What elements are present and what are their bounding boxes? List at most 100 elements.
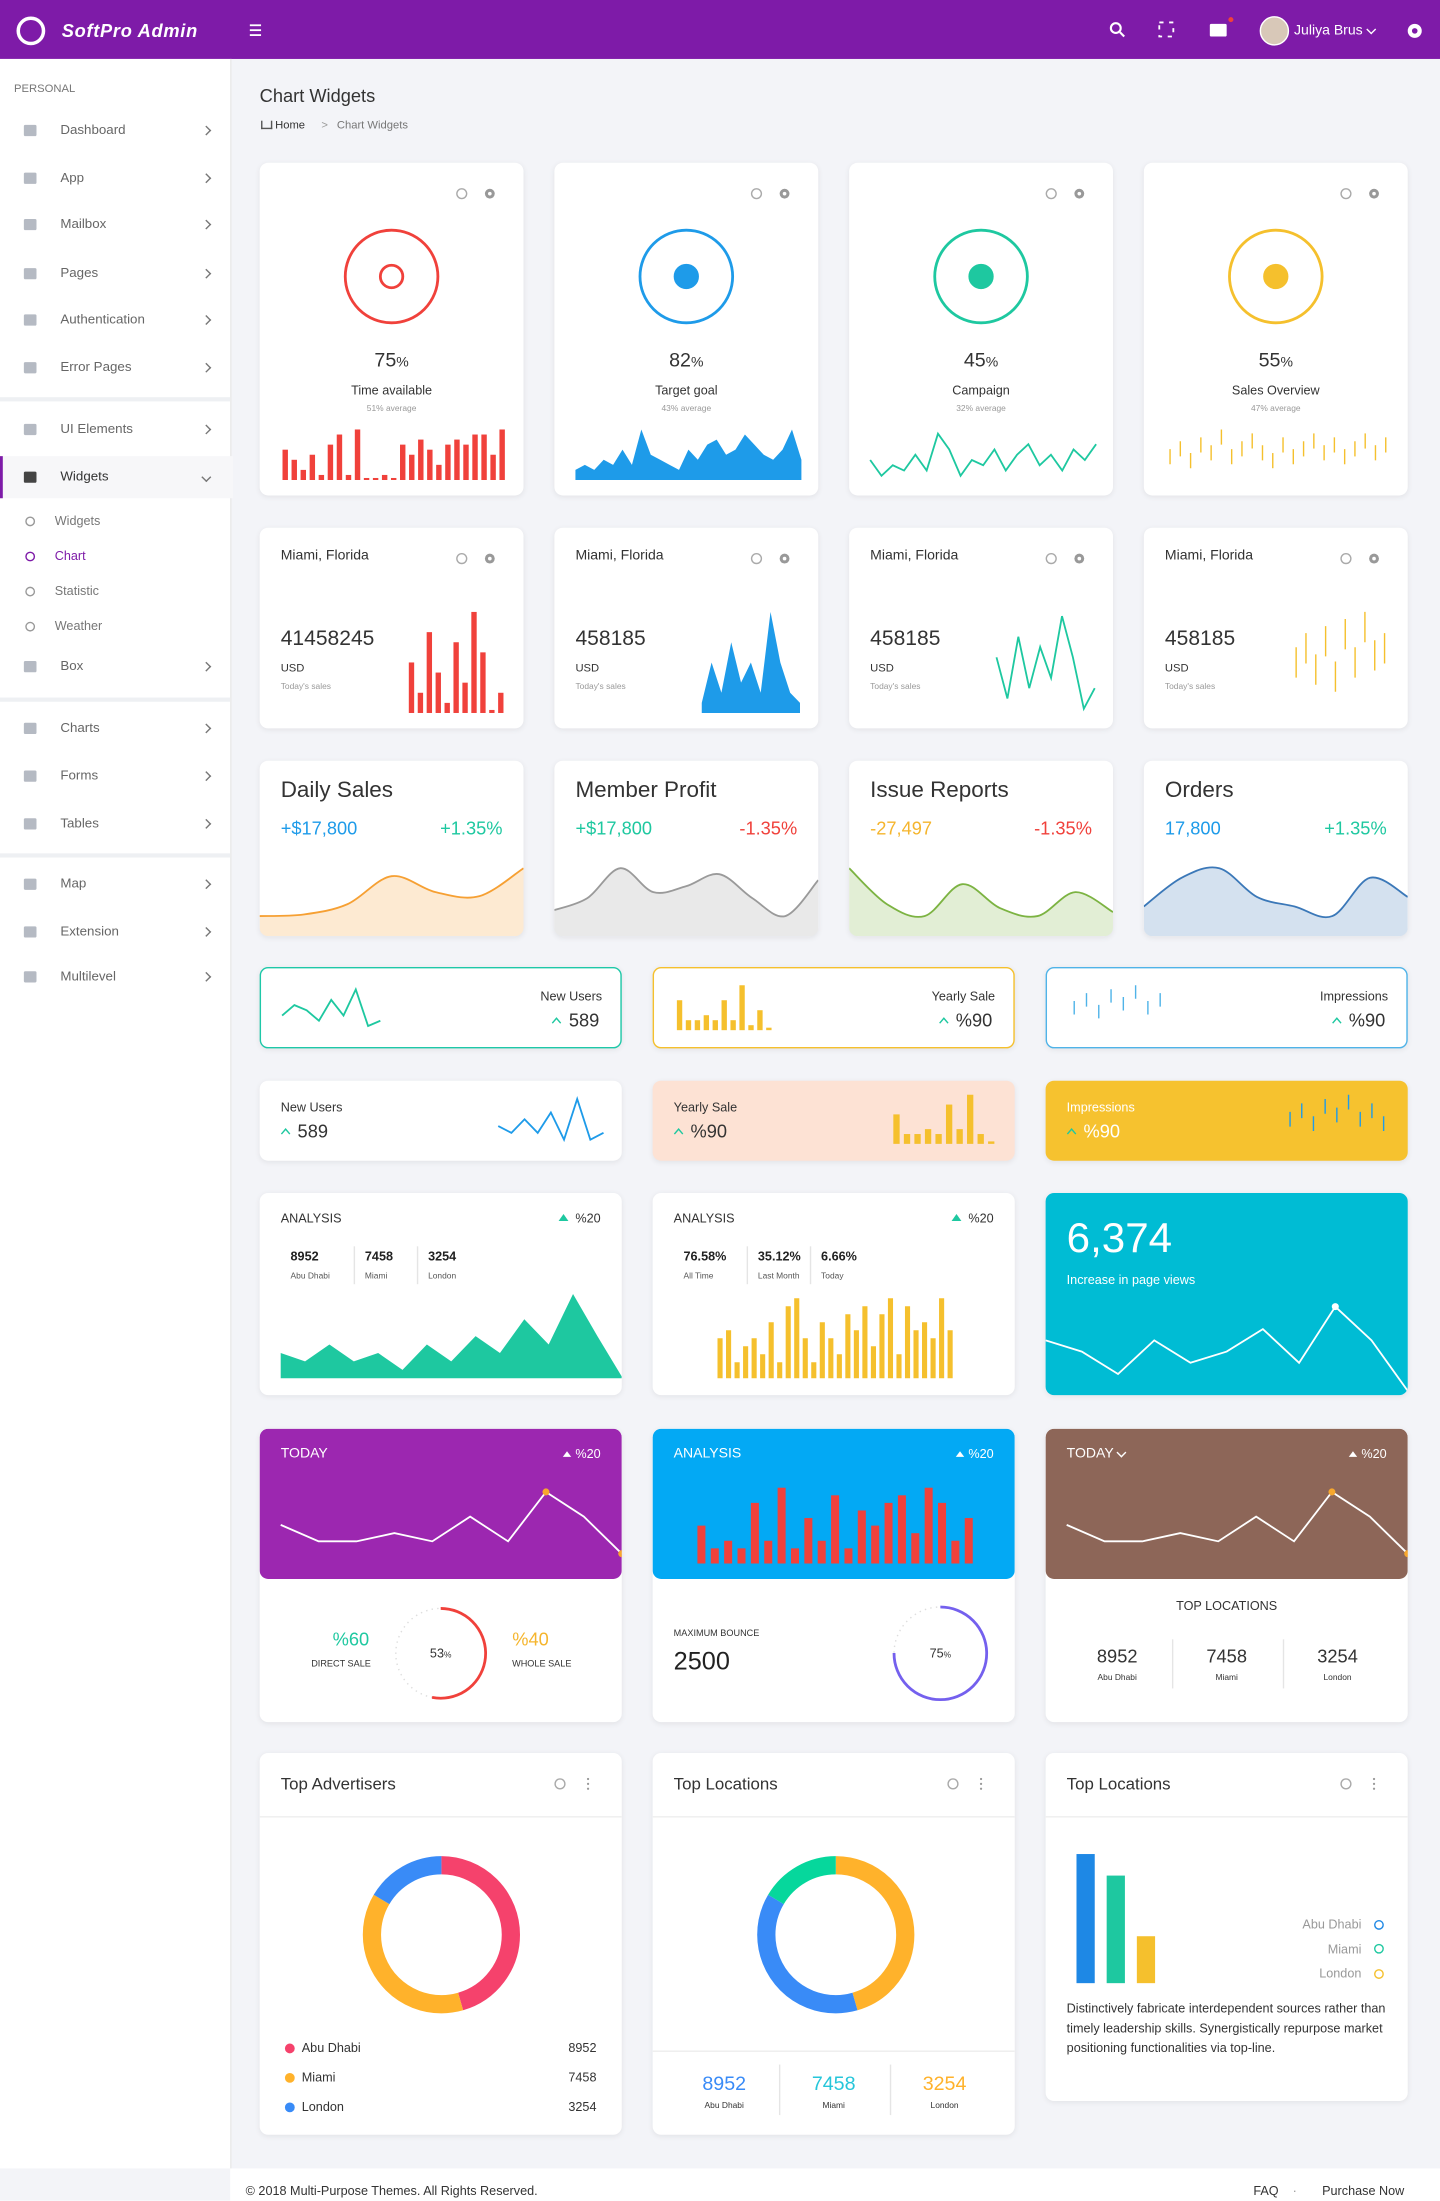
card-tools <box>1045 552 1085 565</box>
legend-name: Miami <box>1327 1941 1362 1956</box>
analysis-stat-label: Abu Dhabi <box>290 1272 330 1282</box>
spark-bar <box>721 1000 727 1031</box>
change-caret <box>1348 1451 1358 1457</box>
change-caret <box>951 1214 962 1222</box>
summary-title: Member Profit <box>575 778 717 803</box>
spark-bar <box>712 1020 718 1031</box>
gauge-circle <box>343 228 440 325</box>
gauge-number: 82 <box>669 348 691 371</box>
sales-value: 458185 <box>575 626 646 651</box>
spark-bar <box>417 692 424 713</box>
sparkline <box>697 1487 973 1564</box>
analysis-stat-value: 8952 <box>290 1249 319 1264</box>
spark-bar <box>977 1134 984 1144</box>
spark-line <box>280 1490 622 1555</box>
change-caret <box>558 1214 569 1222</box>
spark-bar <box>445 444 451 481</box>
spark-bar <box>967 1094 974 1144</box>
sparkline <box>869 431 1097 478</box>
spark-bar <box>845 1314 851 1379</box>
footer-link: Purchase Now <box>1322 2183 1405 2198</box>
spark-bar <box>427 449 433 481</box>
views-value: 6,374 <box>1066 1215 1173 1262</box>
sidebar-divider <box>0 397 231 402</box>
footer-link: FAQ <box>1253 2183 1279 2198</box>
legend-name: Miami <box>301 2070 336 2085</box>
gauge-number: 55 <box>1258 348 1281 371</box>
spark-bar <box>454 439 460 481</box>
spark-bar <box>853 1330 859 1379</box>
summary-card: Issue Reports -27,497 -1.35% <box>849 760 1113 937</box>
gauge-card: 75% Time available 51% average <box>259 162 524 496</box>
spark-bar <box>703 1015 710 1031</box>
stat-value-row: %90 <box>1066 1121 1120 1142</box>
summary-title: Daily Sales <box>280 778 394 803</box>
spark-area <box>701 611 801 713</box>
spark-bar <box>400 444 406 481</box>
spark-bar <box>930 1338 936 1379</box>
tool-refresh <box>456 188 468 200</box>
sales-place: Miami, Florida <box>1164 548 1254 564</box>
stat-card: New Users 589 <box>259 967 622 1049</box>
spark-bar <box>922 1322 928 1379</box>
summary-change: +1.35% <box>1324 817 1387 839</box>
analysis-card: ANALYSIS %20 8952 Abu Dhabi 7458 Miami 3254 Lon… <box>259 1192 622 1396</box>
spark-bar <box>945 1104 953 1144</box>
card-tools <box>1340 1777 1376 1790</box>
summary-title: Orders <box>1164 778 1234 803</box>
analysis-stat-value: 6.66% <box>821 1249 857 1264</box>
spark-bar <box>345 474 352 481</box>
sidebar-subitem: Chart <box>54 548 86 563</box>
sidebar-icon <box>23 818 37 830</box>
spark-bar <box>471 611 477 713</box>
stat-label: Impressions <box>1319 989 1389 1004</box>
legend-name: Abu Dhabi <box>1302 1917 1362 1932</box>
legend-value: 7458 <box>568 2070 597 2085</box>
spark-bar <box>768 1322 774 1379</box>
tool-menu <box>979 1787 983 1790</box>
analysis-change: %20 <box>575 1211 601 1226</box>
tool-gear-hole <box>782 556 787 561</box>
curve-line <box>259 867 524 917</box>
location-label: London <box>1323 1674 1352 1683</box>
sparkline <box>1073 985 1161 1019</box>
header <box>0 0 1440 59</box>
location-label: Miami <box>822 2102 845 2111</box>
direct-value: %60 <box>332 1628 370 1650</box>
spark-bar <box>790 1548 799 1564</box>
sidebar-item: Pages <box>60 265 99 282</box>
stat-divider <box>809 1246 812 1285</box>
card-tools <box>554 1777 590 1790</box>
caret-shape <box>558 1214 569 1222</box>
gauge-note: 47% average <box>1250 405 1301 415</box>
location-value: 8952 <box>1096 1645 1138 1667</box>
stat-value-row: %90 <box>673 1121 727 1142</box>
caret-shape <box>951 1214 962 1222</box>
spark-bar <box>828 1338 834 1379</box>
sales-value: 458185 <box>1164 626 1236 651</box>
sidebar-subitem: Weather <box>54 618 103 633</box>
card-tools <box>456 552 495 565</box>
header-icons <box>16 16 1422 46</box>
tool-menu <box>979 1782 983 1785</box>
ring-unit: % <box>443 1651 452 1661</box>
spark-bar <box>760 1354 766 1379</box>
sidebar-section: PERSONAL <box>14 82 76 95</box>
ring-value: 75% <box>930 1646 952 1660</box>
analysis-stat-value: 35.12% <box>757 1249 801 1264</box>
spark-bar <box>913 1330 919 1379</box>
stat-divider <box>778 2064 781 2116</box>
sidebar-icon <box>23 770 37 782</box>
stat-divider <box>1282 1639 1285 1689</box>
spark-bar <box>794 1298 800 1379</box>
tool-menu <box>586 1777 590 1781</box>
sales-value: 41458245 <box>280 626 375 651</box>
spark-bar <box>426 632 433 713</box>
summary-card: Orders 17,800 +1.35% <box>1143 760 1408 937</box>
sidebar-sub-icon <box>25 515 36 526</box>
gauge-note: 32% average <box>956 405 1006 415</box>
spark-bar <box>914 1134 921 1144</box>
ring-number: 53 <box>429 1646 444 1661</box>
sidebar-sub-icon <box>25 621 36 631</box>
curve-fill <box>1143 867 1408 937</box>
